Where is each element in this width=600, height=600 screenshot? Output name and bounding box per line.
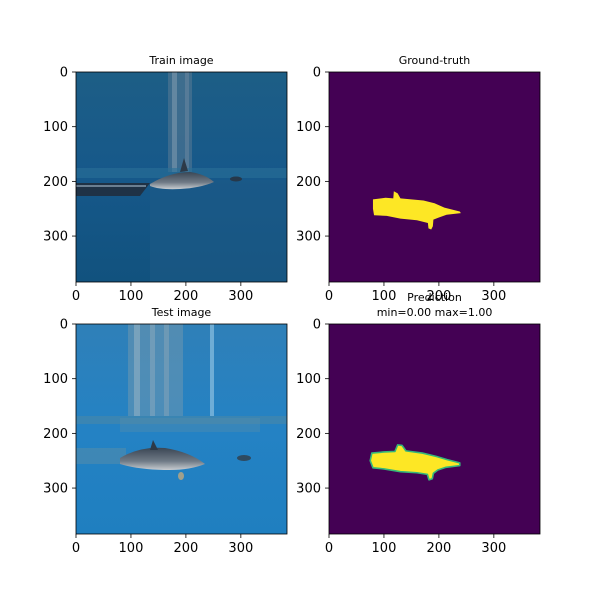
y-tick-label: 300 (43, 482, 68, 497)
y-tick-label: 0 (60, 318, 68, 333)
train-photo (76, 72, 287, 282)
heatmap-background (329, 72, 540, 282)
y-tick-label: 200 (296, 175, 321, 190)
x-tick-label: 300 (481, 541, 506, 556)
x-tick-label: 300 (228, 289, 253, 304)
x-tick-label: 0 (72, 289, 80, 304)
x-tick-label: 300 (481, 289, 506, 304)
x-tick-label: 100 (372, 541, 397, 556)
ground-truth-mask (372, 191, 461, 230)
x-tick-label: 200 (173, 541, 198, 556)
x-tick-label: 0 (325, 289, 333, 304)
panel-prediction: Prediction min=0.00 max=1.00 (328, 291, 541, 535)
y-tick-label: 100 (296, 120, 321, 135)
y-tick-label: 100 (43, 372, 68, 387)
y-tick-label: 300 (296, 482, 321, 497)
x-tick-label: 100 (372, 289, 397, 304)
panel-subtitle: min=0.00 max=1.00 (377, 306, 493, 319)
panel-test-image: Test image (75, 306, 288, 535)
y-tick-label: 100 (296, 372, 321, 387)
x-tick-label: 0 (72, 541, 80, 556)
y-tick-label: 100 (43, 120, 68, 135)
prediction-mask (369, 444, 461, 481)
panel-train-image: Train image (75, 54, 288, 283)
x-tick-label: 300 (228, 541, 253, 556)
y-tick-label: 0 (313, 318, 321, 333)
heatmap-background (329, 324, 540, 534)
x-tick-label: 100 (119, 541, 144, 556)
x-tick-label: 200 (426, 541, 451, 556)
panel-title: Test image (151, 306, 212, 319)
test-photo (76, 324, 287, 534)
panel-title: Ground-truth (399, 54, 471, 67)
x-tick-label: 0 (325, 541, 333, 556)
x-tick-label: 200 (426, 289, 451, 304)
y-tick-label: 0 (60, 66, 68, 81)
y-tick-label: 300 (43, 230, 68, 245)
panel-ground-truth: Ground-truth (328, 54, 541, 283)
axis-ticks: 0 100 200 300 0 100 200 300 0 100 200 300 0 100 200 300… (43, 66, 506, 557)
y-tick-label: 200 (43, 175, 68, 190)
panel-title: Prediction (407, 291, 462, 304)
y-tick-label: 200 (43, 427, 68, 442)
y-tick-label: 300 (296, 230, 321, 245)
x-tick-label: 200 (173, 289, 198, 304)
y-tick-label: 200 (296, 427, 321, 442)
panel-title: Train image (148, 54, 213, 67)
x-tick-label: 100 (119, 289, 144, 304)
y-tick-label: 0 (313, 66, 321, 81)
